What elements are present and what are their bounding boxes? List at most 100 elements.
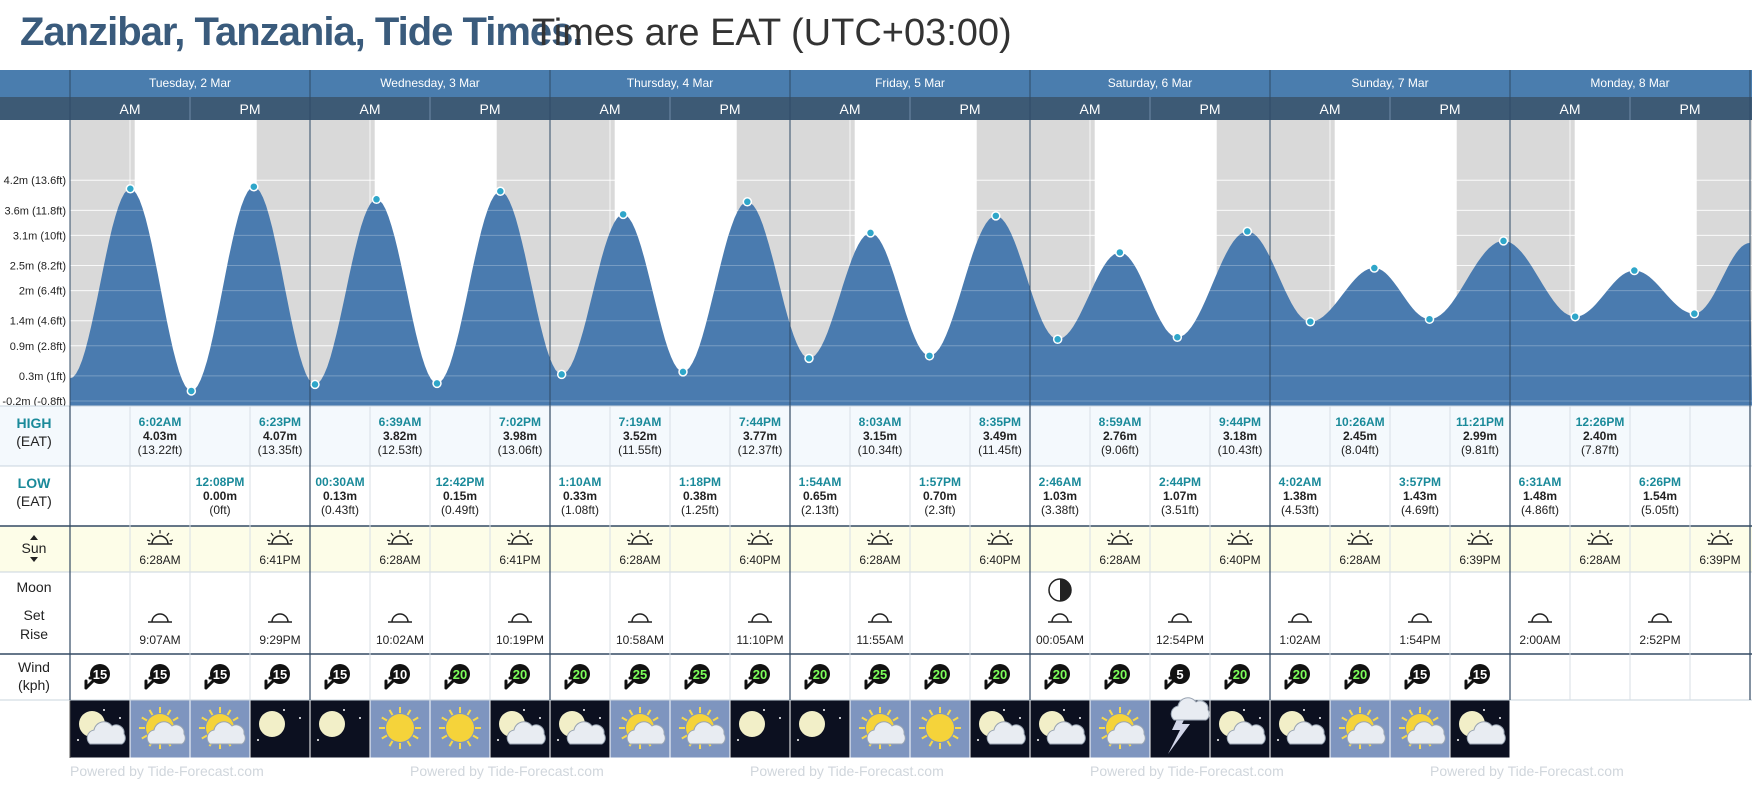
y-tick-label: 1.4m (4.6ft) (10, 316, 66, 328)
sun-ray (868, 709, 874, 716)
sun-ray (1009, 539, 1014, 542)
high-tide-time: 11:21PM (1456, 415, 1504, 429)
sun-ray (390, 532, 394, 537)
sun-ray (861, 734, 868, 740)
moonset-icon (868, 613, 892, 623)
sun-ray (866, 539, 871, 542)
tide-point (991, 211, 1001, 221)
tide-point (1424, 314, 1435, 324)
high-tide-height-m: 3.82m (383, 429, 417, 443)
moonset-icon (148, 613, 172, 623)
sun-arc (1291, 613, 1309, 623)
tide-point (1242, 226, 1253, 237)
sun-ray (681, 734, 688, 740)
sun-ray (652, 716, 659, 722)
tide-chart: 4.2m (13.6ft) 3.6m (11.8ft) 3.1m (10ft) 2.5… (0, 70, 1752, 787)
wind-badge (210, 664, 230, 684)
day-label: Friday, 5 Mar (875, 76, 945, 90)
weather-moon-cloud-icon (70, 700, 130, 758)
sun-ray (1246, 532, 1250, 537)
low-tide-time: 1:10AM (559, 475, 602, 489)
wind-icon: 15 (84, 664, 110, 690)
moonrise-icon (268, 613, 292, 623)
sun-ray (946, 740, 952, 747)
sun-ray (1470, 532, 1474, 537)
moonset-icon (1648, 613, 1672, 623)
sun-ray (1372, 716, 1379, 722)
high-tide-time: 9:44PM (1219, 415, 1261, 429)
sun-ray (1132, 716, 1139, 722)
moon-row (0, 572, 1752, 654)
star (839, 717, 841, 719)
low-label: LOW (18, 475, 51, 491)
wind-speed: 25 (633, 667, 647, 682)
footer-watermark: Powered by Tide-Forecast.com (1090, 763, 1284, 779)
sun-ray (1230, 532, 1234, 537)
wind-icon: 15 (1404, 664, 1430, 690)
low-tide-height-ft: (1.08ft) (561, 503, 599, 517)
wind-speed: 15 (93, 667, 107, 682)
sun-ray (1401, 716, 1408, 722)
sun-ray (1226, 539, 1231, 542)
sun-ray (1101, 716, 1108, 722)
wind-label-unit: (kph) (18, 677, 50, 693)
sun-arc (631, 613, 649, 623)
low-tide-time: 1:54AM (799, 475, 842, 489)
low-tide-time: 3:57PM (1399, 475, 1441, 489)
sun-ray (1366, 709, 1372, 716)
sun-ray (1369, 539, 1374, 542)
high-row (0, 406, 1752, 466)
sun-ray (1706, 539, 1711, 542)
moon-time: 10:58AM (616, 633, 664, 647)
star (299, 717, 301, 719)
moonset-icon (1408, 613, 1432, 623)
sun-ray (766, 532, 770, 537)
sun-ray (412, 734, 419, 740)
cloud-shape (686, 721, 726, 745)
sun-ray (1126, 709, 1132, 716)
wind-speed: 20 (1353, 667, 1367, 682)
y-tick-label: 2.5m (8.2ft) (10, 261, 66, 273)
sun-ray (646, 532, 650, 537)
star (1457, 739, 1459, 741)
wind-badge (270, 664, 290, 684)
weather-sun-cloud-icon (850, 700, 910, 758)
tide-point (1369, 263, 1380, 273)
sun-arc (391, 535, 409, 545)
sun-time: 6:39PM (1459, 553, 1500, 567)
day-label: Wednesday, 3 Mar (380, 76, 480, 90)
star (737, 739, 739, 741)
sun-arc (1231, 535, 1249, 545)
star (523, 709, 525, 711)
y-tick-label: 4.2m (13.6ft) (4, 175, 66, 187)
footer-watermark: Powered by Tide-Forecast.com (1430, 763, 1624, 779)
star (599, 717, 601, 719)
low-tide-time: 6:26PM (1639, 475, 1681, 489)
high-tide-height-ft: (12.37ft) (738, 443, 783, 457)
cloud-shape (626, 721, 666, 745)
sun-time: 6:28AM (859, 553, 900, 567)
high-tide-height-m: 2.40m (1583, 429, 1617, 443)
sun-arc (1051, 613, 1069, 623)
sun-ray (441, 716, 448, 722)
sun-ray (406, 709, 412, 716)
tide-point (678, 367, 688, 377)
sun-ray (1486, 532, 1490, 537)
sun-ray (688, 709, 694, 716)
footer-watermark: Powered by Tide-Forecast.com (410, 763, 604, 779)
tide-point (371, 194, 382, 205)
wind-icon: 20 (744, 664, 770, 690)
sun-ray (409, 539, 414, 542)
high-tide-height-m: 3.98m (503, 429, 537, 443)
sun-ray (1341, 716, 1348, 722)
sunrise-icon (1346, 530, 1374, 545)
sun-time: 6:28AM (1579, 553, 1620, 567)
sun-ray (921, 734, 928, 740)
sun-time: 6:28AM (619, 553, 660, 567)
sun-ray (1110, 532, 1114, 537)
low-tide-time: 2:44PM (1159, 475, 1201, 489)
star (1243, 709, 1245, 711)
high-tide-height-ft: (10.34ft) (858, 443, 903, 457)
wind-badge (1230, 664, 1250, 684)
sun-arc (991, 535, 1009, 545)
